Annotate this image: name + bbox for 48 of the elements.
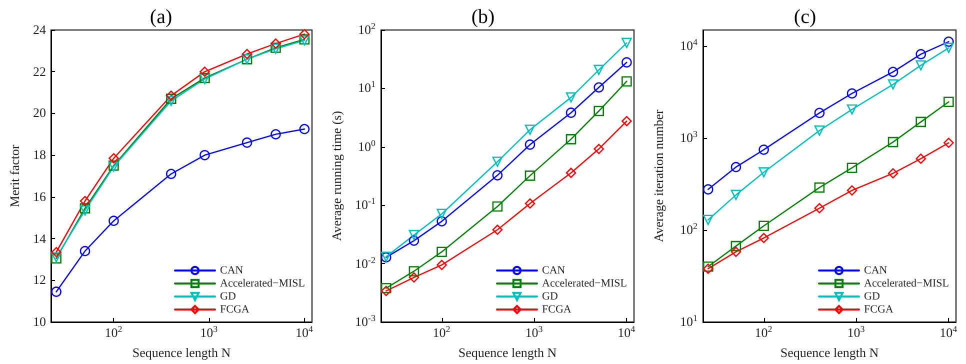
chart-title: (a) <box>150 6 172 28</box>
y-tick-label: 20 <box>33 105 46 122</box>
legend-label: Accelerated−MISL <box>864 278 950 290</box>
y-tick-label: 24 <box>33 22 46 38</box>
y-tick-label: 10$^{-2}$ <box>355 254 376 272</box>
legend-label: FCGA <box>542 304 572 316</box>
legend-label: GD <box>220 290 236 302</box>
y-tick-label: 10$^{0}$ <box>358 138 376 155</box>
x-tick-label: 10$^{2}$ <box>432 324 450 341</box>
x-tick-label: 10$^{4}$ <box>940 324 958 341</box>
y-tick-label: 10$^{1}$ <box>680 313 698 330</box>
y-axis-title: Merit factor <box>7 144 22 208</box>
y-tick-label: 10$^{2}$ <box>680 221 698 238</box>
x-tick-label: 10$^{3}$ <box>200 324 218 341</box>
y-axis-title: Average iteration number <box>651 109 666 242</box>
x-axis-title: Sequence length N <box>458 345 558 360</box>
legend-label: GD <box>864 290 880 302</box>
legend-label: FCGA <box>220 304 250 316</box>
legend-label: CAN <box>220 264 244 276</box>
x-tick-label: 10$^{4}$ <box>295 324 313 341</box>
chart-title: (c) <box>794 6 816 28</box>
legend-label: Accelerated−MISL <box>542 278 628 290</box>
chart-title: (b) <box>471 6 495 28</box>
y-tick-label: 10$^{2}$ <box>358 21 376 38</box>
legend-label: CAN <box>542 264 566 276</box>
y-tick-label: 14 <box>33 230 46 247</box>
legend-label: GD <box>542 290 558 302</box>
y-tick-label: 16 <box>33 188 46 205</box>
legend-label: CAN <box>864 264 888 276</box>
y-tick-label: 10$^{4}$ <box>680 37 698 54</box>
x-axis-title: Sequence length N <box>132 345 232 360</box>
y-tick-label: 10$^{1}$ <box>358 79 376 96</box>
y-tick-label: 18 <box>33 147 46 164</box>
y-tick-label: 10$^{-1}$ <box>355 196 376 214</box>
y-tick-label: 10$^{3}$ <box>680 129 698 146</box>
y-tick-label: 12 <box>33 272 46 288</box>
x-tick-label: 10$^{3}$ <box>525 324 543 341</box>
y-axis-title: Average running time (s) <box>329 110 344 242</box>
legend-label: FCGA <box>864 304 894 316</box>
x-tick-label: 10$^{4}$ <box>618 324 636 341</box>
x-tick-label: 10$^{2}$ <box>104 324 122 341</box>
x-tick-label: 10$^{3}$ <box>847 324 865 341</box>
x-axis-title: Sequence length N <box>780 345 880 360</box>
x-tick-label: 10$^{2}$ <box>754 324 772 341</box>
y-tick-label: 10$^{-3}$ <box>355 313 376 330</box>
y-tick-label: 10 <box>33 314 46 330</box>
legend-label: Accelerated−MISL <box>220 278 306 290</box>
y-tick-label: 22 <box>33 64 46 80</box>
